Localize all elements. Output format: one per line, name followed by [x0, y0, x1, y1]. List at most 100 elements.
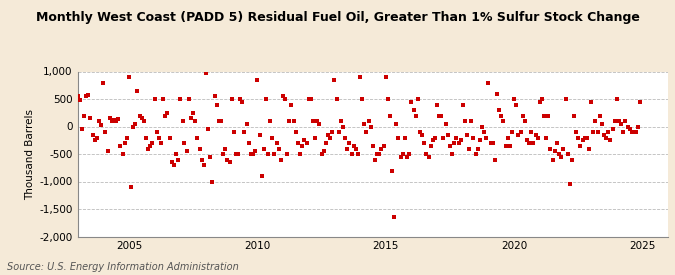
Point [496, 113, 507, 118]
Point [483, 80, 494, 85]
Point [182, 149, 192, 153]
Point [80, 94, 91, 98]
Point [145, 144, 156, 148]
Point [213, 119, 224, 123]
Point [281, 152, 292, 156]
Point [562, 152, 573, 156]
Point [451, 135, 462, 140]
Point [418, 141, 429, 145]
Point [327, 130, 338, 134]
Point [158, 97, 169, 101]
Point [506, 130, 517, 134]
Point [188, 111, 198, 115]
Point [605, 138, 616, 142]
Point [554, 152, 564, 156]
Point [153, 135, 164, 140]
Point [410, 113, 421, 118]
Point [449, 141, 460, 145]
Point [271, 141, 282, 145]
Point [406, 100, 417, 104]
Point [524, 141, 535, 145]
Point [134, 113, 145, 118]
Point [423, 155, 434, 159]
Point [618, 130, 628, 134]
Point [303, 97, 314, 101]
Point [633, 124, 644, 129]
Point [539, 113, 549, 118]
Point [489, 157, 500, 162]
Point [385, 113, 396, 118]
Point [491, 91, 502, 96]
Point [603, 130, 614, 134]
Point [357, 97, 368, 101]
Point [432, 102, 443, 107]
Point [586, 100, 597, 104]
Point [256, 174, 267, 178]
Point [393, 135, 404, 140]
Point [537, 97, 547, 101]
Point [466, 119, 477, 123]
Point [597, 122, 608, 126]
Point [387, 168, 398, 173]
Point [239, 130, 250, 134]
Point [166, 160, 177, 164]
Point [635, 100, 646, 104]
Point [94, 119, 105, 123]
Point [132, 89, 143, 93]
Point [376, 146, 387, 151]
Point [314, 122, 325, 126]
Point [440, 122, 451, 126]
Point [558, 146, 569, 151]
Point [117, 152, 128, 156]
Point [427, 138, 438, 142]
Point [273, 146, 284, 151]
Point [229, 130, 240, 134]
Point [372, 152, 383, 156]
Point [515, 130, 526, 134]
Point [292, 141, 303, 145]
Point [250, 149, 261, 153]
Point [252, 78, 263, 82]
Point [579, 135, 590, 140]
Point [543, 113, 554, 118]
Point [196, 157, 207, 162]
Point [442, 133, 453, 137]
Point [323, 133, 333, 137]
Point [254, 133, 265, 137]
Point [408, 108, 419, 112]
Point [186, 116, 196, 120]
Point [316, 152, 327, 156]
Point [545, 146, 556, 151]
Point [566, 157, 577, 162]
Point [455, 138, 466, 142]
Text: Monthly West Coast (PADD 5) Residual Fuel Oil, Greater Than 1% Sulfur Stock Chan: Monthly West Coast (PADD 5) Residual Fue… [36, 11, 639, 24]
Point [396, 155, 406, 159]
Point [549, 149, 560, 153]
Point [312, 119, 323, 123]
Point [211, 102, 222, 107]
Point [338, 124, 348, 129]
Point [346, 152, 357, 156]
Point [222, 157, 233, 162]
Point [113, 117, 124, 122]
Point [98, 80, 109, 85]
Point [404, 152, 414, 156]
Point [622, 124, 633, 129]
Point [462, 133, 472, 137]
Point [601, 135, 612, 140]
Point [218, 152, 229, 156]
Point [205, 155, 215, 159]
Point [284, 119, 295, 123]
Point [333, 130, 344, 134]
Point [102, 149, 113, 153]
Point [460, 119, 470, 123]
Point [421, 152, 432, 156]
Point [573, 135, 584, 140]
Point [286, 102, 297, 107]
Point [140, 135, 151, 140]
Point [151, 130, 162, 134]
Point [331, 97, 342, 101]
Point [493, 108, 504, 112]
Point [398, 152, 408, 156]
Point [288, 119, 299, 123]
